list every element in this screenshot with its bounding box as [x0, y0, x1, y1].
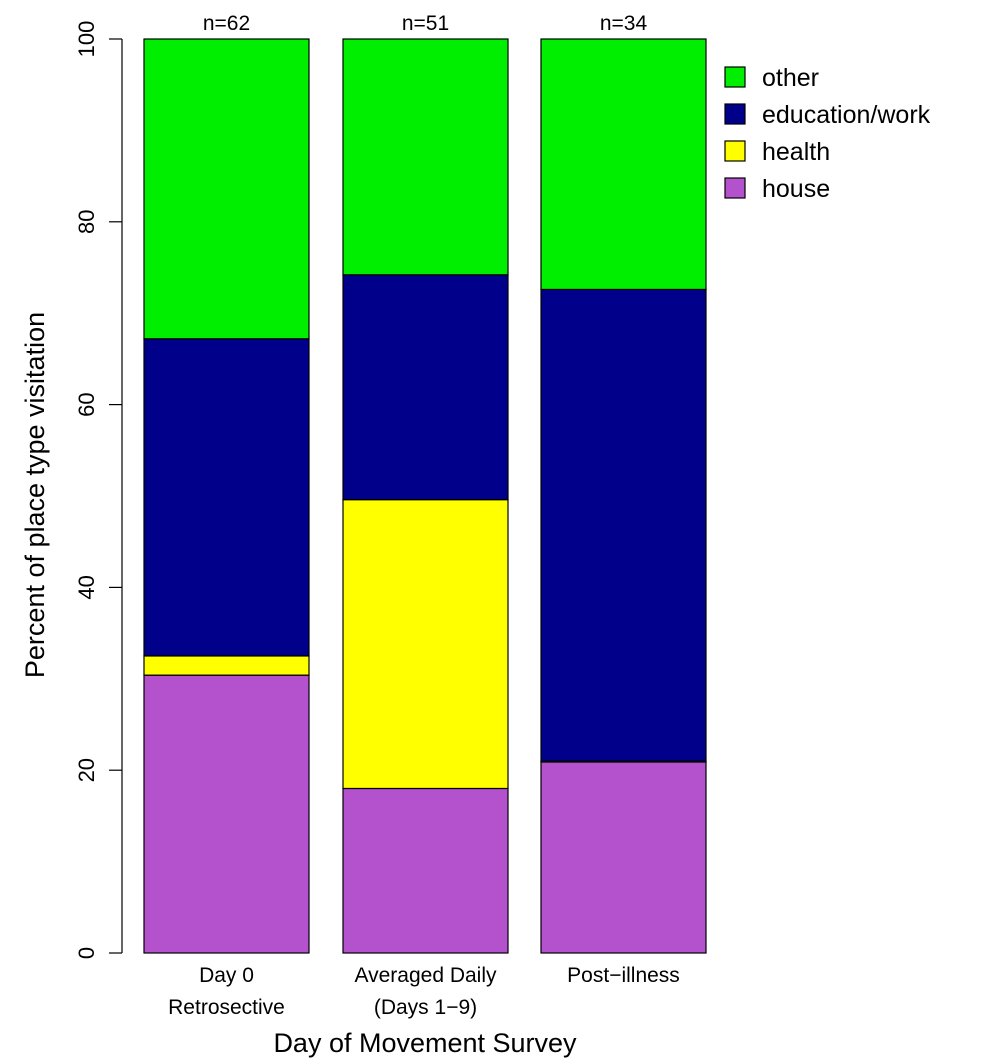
bar-segment-other-2 — [342, 38, 509, 276]
legend-swatch — [724, 177, 746, 199]
y-axis: 0 20 40 60 80 100 — [74, 21, 123, 959]
y-tick-label: 40 — [74, 575, 99, 599]
legend: other education/work health house — [724, 64, 931, 203]
legend-label: health — [762, 138, 830, 166]
x-axis-title: Day of Movement Survey — [273, 1028, 577, 1058]
legend-label: house — [762, 175, 830, 203]
bar-segment-house-3 — [540, 761, 707, 954]
legend-label: other — [762, 64, 819, 92]
bar-segment-other-1 — [143, 38, 310, 340]
bar-segment-education-work-3 — [540, 288, 707, 762]
legend-swatch — [724, 103, 746, 125]
y-tick-label: 0 — [74, 947, 99, 959]
bar-segment-education-work-2 — [342, 274, 509, 501]
bar-count-label: n=51 — [402, 12, 449, 35]
bars-layer — [143, 38, 707, 954]
legend-swatch — [724, 66, 746, 88]
legend-swatch — [724, 140, 746, 162]
bar-segment-other-3 — [540, 38, 707, 291]
x-category-label: Day 0 — [199, 964, 254, 987]
y-tick-label: 60 — [74, 392, 99, 416]
bar-segment-education-work-1 — [143, 338, 310, 657]
x-axis-categories: Day 0 Retrosective Averaged Daily (Days 1−9… — [168, 964, 680, 1019]
bar-segment-health-2 — [342, 499, 509, 790]
bar-segment-health-1 — [143, 655, 310, 676]
x-category-label: Post−illness — [567, 964, 680, 987]
y-tick-label: 20 — [74, 758, 99, 782]
y-tick-label: 80 — [74, 210, 99, 234]
y-axis-title: Percent of place type visitation — [20, 312, 50, 678]
x-category-label: Averaged Daily — [354, 964, 497, 987]
bar-count-label: n=62 — [203, 12, 250, 35]
x-category-label: Retrosective — [168, 996, 285, 1019]
bar-segment-house-1 — [143, 674, 310, 954]
legend-label: education/work — [762, 101, 931, 129]
bar-annotations: n=62 n=51 n=34 — [203, 12, 648, 35]
x-category-label: (Days 1−9) — [374, 996, 477, 1019]
y-tick-label: 100 — [74, 21, 99, 58]
bar-segment-house-2 — [342, 787, 509, 954]
bar-count-label: n=34 — [600, 12, 648, 35]
